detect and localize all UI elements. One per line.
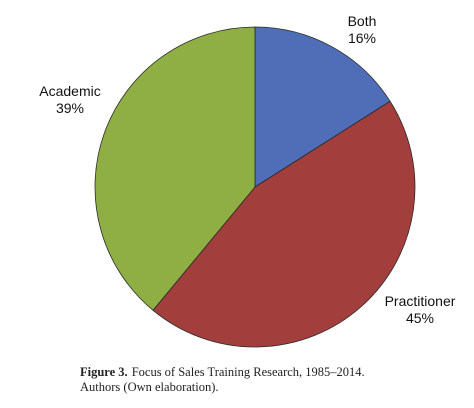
slice-label-practitioner: Practitioner xyxy=(385,293,456,309)
slice-percent-practitioner: 45% xyxy=(406,310,434,326)
caption-line-2: Authors (Own elaboration). xyxy=(80,380,219,394)
figure-caption: Figure 3. Focus of Sales Training Researc… xyxy=(80,365,365,395)
pie-slice-both xyxy=(254,26,391,188)
pie-slice-practitioner xyxy=(152,100,416,348)
pie-slice-academic xyxy=(94,26,256,311)
slice-percent-both: 16% xyxy=(348,30,376,46)
caption-title: Focus of Sales Training Research, 1985–2… xyxy=(131,365,365,379)
caption-line-1: Figure 3. Focus of Sales Training Researc… xyxy=(80,365,365,380)
slice-percent-academic: 39% xyxy=(56,100,84,116)
slice-label-both: Both xyxy=(348,13,377,29)
pie-slices xyxy=(94,26,416,348)
slice-label-academic: Academic xyxy=(39,83,100,99)
figure-number: Figure 3. xyxy=(80,365,128,379)
